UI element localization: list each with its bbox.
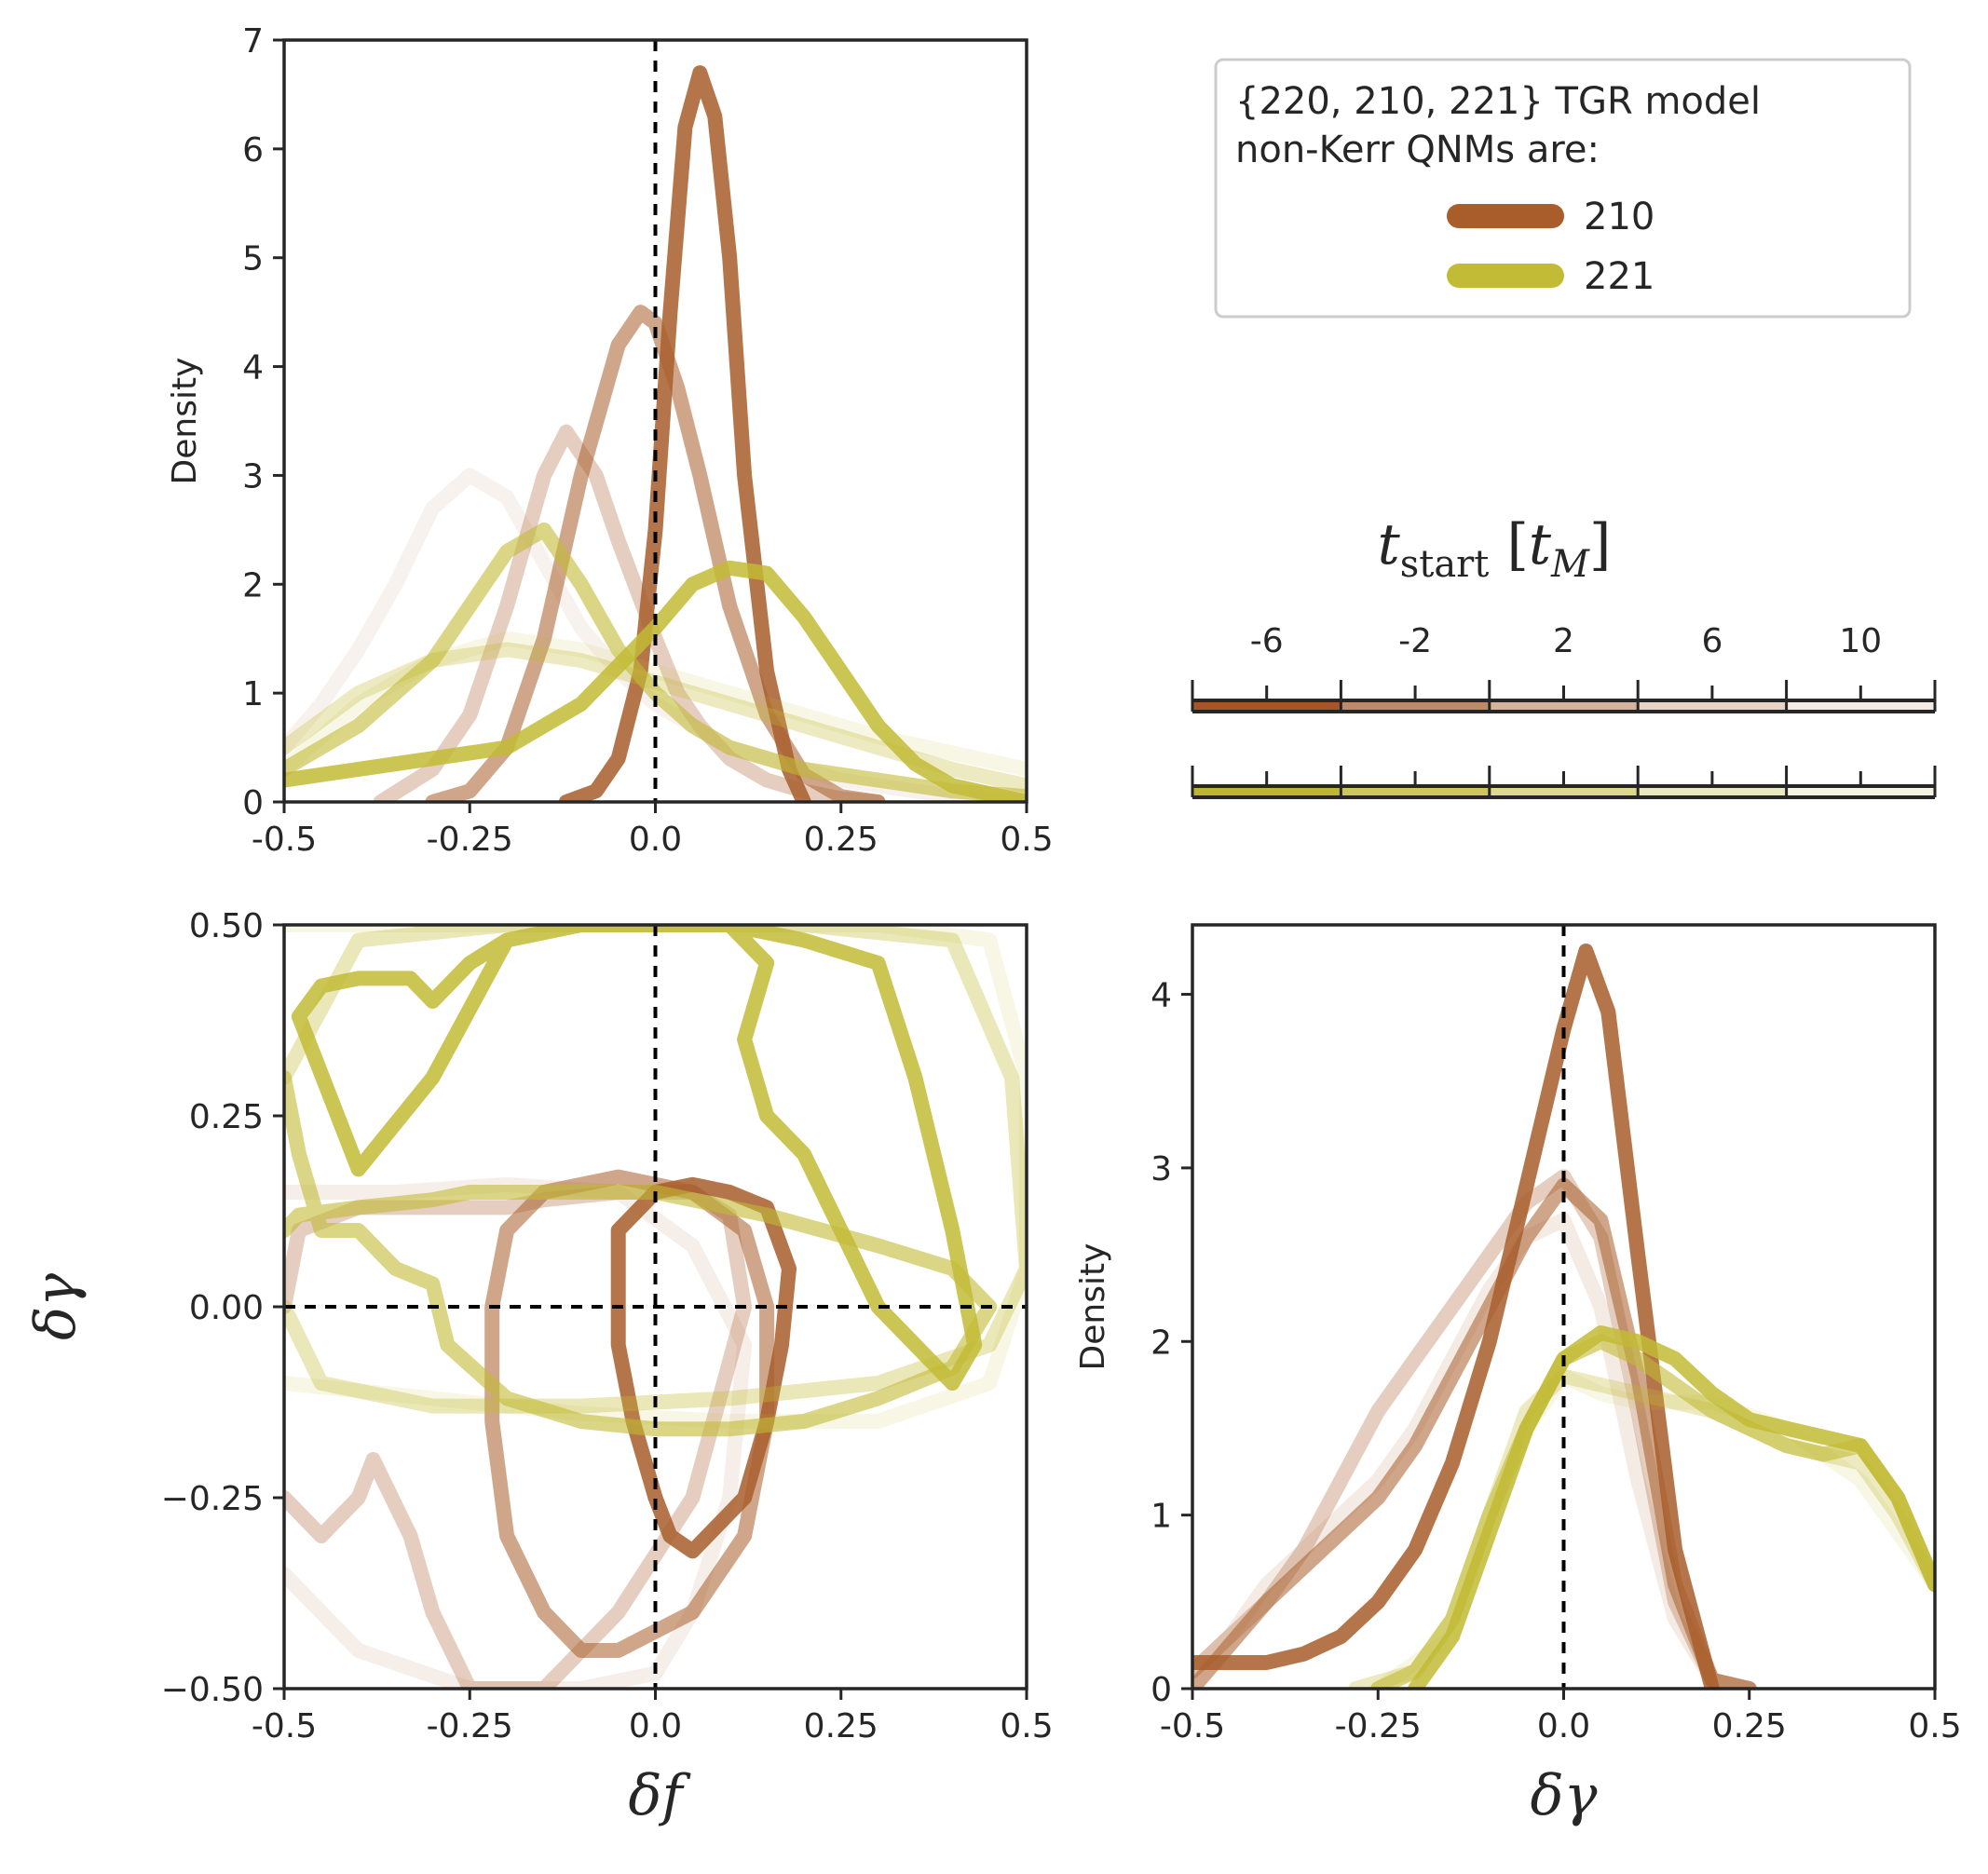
colorbar-221-segment	[1192, 786, 1341, 797]
series-210-curve-1	[373, 424, 886, 802]
colorbar-title-unit-var: t	[1529, 512, 1552, 577]
colorbar-221-segment	[1489, 786, 1639, 797]
colorbar-210-segment	[1341, 700, 1490, 712]
series-210-curve-3	[610, 1176, 797, 1559]
x-tick-label: 0.25	[804, 821, 878, 859]
legend-title-line-2: non-Kerr QNMs are:	[1235, 129, 1600, 171]
series-221-curve-6	[284, 522, 1027, 802]
colorbar-221-segment	[1638, 786, 1787, 797]
colorbar-221	[1191, 766, 1937, 799]
x-tick-label: -0.5	[252, 821, 317, 859]
x-ticks: -0.5 -0.25 0.0 0.25 0.5	[252, 1689, 1054, 1745]
y-tick-label: 0.00	[189, 1289, 264, 1327]
y-tick-label: 2	[1151, 1324, 1172, 1362]
y-tick-label: 7	[242, 22, 264, 61]
x-ticks: -0.5 -0.25 0.0 0.25 0.5	[252, 802, 1054, 859]
x-tick-label: 0.25	[804, 1707, 878, 1745]
y-tick-label: −0.25	[161, 1480, 264, 1518]
y-tick-label: 4	[1151, 977, 1172, 1015]
y-tick-label: 6	[242, 131, 264, 170]
x-tick-label: -0.25	[427, 821, 513, 859]
y-tick-label: 5	[242, 240, 264, 278]
series-221-curve-5	[284, 925, 1027, 1414]
series-221-curve-4	[284, 925, 1027, 1429]
delta-gamma-density-curves	[1192, 944, 1935, 1689]
panel-delta-f-density: -0.5 -0.25 0.0 0.25 0.5 0 1 2 3 4 5 6 7 Density	[166, 22, 1054, 859]
y-tick-label: 3	[242, 457, 264, 496]
x-tick-label: 0.25	[1712, 1707, 1787, 1745]
colorbar-tick-label: -2	[1398, 622, 1432, 660]
x-tick-label: 0.0	[1537, 1707, 1590, 1745]
x-tick-label: -0.5	[1160, 1707, 1225, 1745]
colorbar-210-segment	[1192, 700, 1341, 712]
x-tick-label: 0.0	[629, 1707, 682, 1745]
y-tick-label: −0.50	[161, 1671, 264, 1709]
series-221-curve-7	[284, 560, 1027, 802]
colorbar-tick-label: 10	[1839, 622, 1882, 660]
y-tick-label: 3	[1151, 1150, 1172, 1188]
y-ticks: 0.50 0.25 0.00 −0.25 −0.50	[161, 907, 284, 1709]
colorbar-210	[1191, 680, 1937, 713]
colorbar-title-var: t	[1378, 512, 1401, 577]
y-tick-label: 1	[242, 675, 264, 713]
x-ticks: -0.5 -0.25 0.0 0.25 0.5	[1160, 1689, 1962, 1745]
joint-contour-curves	[284, 925, 1027, 1689]
x-tick-label: 0.5	[1000, 821, 1053, 859]
legend-box	[1214, 58, 1912, 319]
colorbar-210-segment	[1638, 700, 1787, 712]
colorbar-221-segment	[1341, 786, 1490, 797]
x-axis-label: δγ	[1531, 1763, 1598, 1828]
colorbar-title: tstart [tM]	[1378, 512, 1612, 586]
y-axis-label: Density	[1074, 1243, 1112, 1371]
series-210-curve-3	[1192, 944, 1720, 1689]
series-210-curve-2	[484, 1169, 775, 1658]
series-221-curve-6	[284, 1070, 998, 1437]
legend: {220, 210, 221} TGR model non-Kerr QNMs …	[1214, 58, 1912, 319]
colorbar-title-close: ]	[1589, 512, 1611, 577]
y-tick-label: 0.50	[189, 907, 264, 945]
colorbar-210-segment	[1786, 700, 1935, 712]
series-210-curve-2	[1192, 1177, 1757, 1689]
y-tick-label: 4	[242, 349, 264, 387]
x-tick-label: 0.5	[1000, 1707, 1053, 1745]
colorbar-title-sub: start	[1400, 543, 1490, 586]
legend-title-line-1: {220, 210, 221} TGR model	[1235, 80, 1761, 123]
series-221-curve-7	[291, 925, 983, 1391]
y-tick-label: 0	[1151, 1671, 1172, 1709]
series-221-curve-7	[1408, 1325, 1935, 1689]
x-axis-label: δf	[628, 1763, 691, 1828]
x-tick-label: 0.0	[629, 821, 682, 859]
y-tick-label: 0.25	[189, 1098, 264, 1136]
x-tick-label: -0.25	[427, 1707, 513, 1745]
y-axis-label: Density	[166, 358, 204, 485]
series-210-curve-0	[1192, 1212, 1757, 1689]
colorbar: tstart [tM] -6 -2 2 6 10	[1191, 512, 1937, 799]
legend-label-221: 221	[1584, 255, 1654, 298]
colorbar-210-segment	[1489, 700, 1639, 712]
panel-joint-contours: -0.5 -0.25 0.0 0.25 0.5 0.50 0.25 0.00 −0.25 −0.…	[23, 907, 1054, 1828]
colorbar-title-unit-sub: M	[1550, 543, 1590, 586]
series-210-curve-3	[558, 65, 811, 802]
y-ticks: 0 1 2 3 4	[1151, 977, 1192, 1709]
y-tick-label: 0	[242, 784, 264, 822]
colorbar-tick-labels: -6 -2 2 6 10	[1250, 622, 1882, 660]
colorbar-tick-label: 2	[1553, 622, 1574, 660]
colorbar-tick-label: -6	[1250, 622, 1284, 660]
colorbar-title-open: [	[1489, 512, 1528, 577]
x-tick-label: -0.25	[1335, 1707, 1422, 1745]
y-ticks: 0 1 2 3 4 5 6 7	[242, 22, 284, 822]
y-tick-label: 1	[1151, 1498, 1172, 1536]
x-tick-label: 0.5	[1908, 1707, 1961, 1745]
legend-label-210: 210	[1584, 196, 1654, 238]
colorbar-221-segment	[1786, 786, 1935, 797]
panel-delta-gamma-density: -0.5 -0.25 0.0 0.25 0.5 0 1 2 3 4 δγ Density	[1074, 923, 1962, 1828]
y-axis-label: δγ	[23, 1273, 89, 1340]
colorbar-tick-label: 6	[1701, 622, 1722, 660]
x-tick-label: -0.5	[252, 1707, 317, 1745]
y-tick-label: 2	[242, 566, 264, 604]
